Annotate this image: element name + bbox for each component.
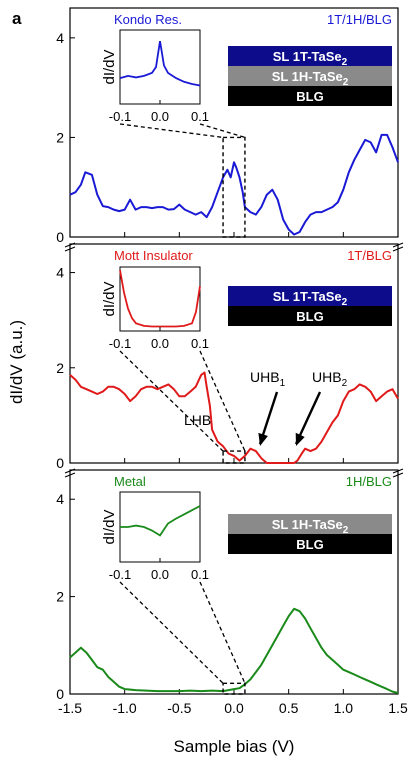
x-tick-label: 1.5: [388, 700, 408, 716]
y-tick-label: 2: [56, 129, 64, 145]
connector-line: [199, 123, 246, 139]
connector-line: [199, 350, 246, 452]
y-tick-label: 0: [56, 455, 64, 471]
data-line-top: [69, 133, 399, 236]
x-tick-label: -1.0: [113, 700, 137, 716]
axis-break: [392, 246, 404, 252]
panel-title: Kondo Res.: [114, 12, 182, 27]
annotation-label: LHB: [184, 412, 211, 428]
inset-x-tick-label: 0.1: [191, 336, 209, 351]
inset-y-label: dI/dV: [101, 509, 118, 544]
layer-block: [228, 306, 392, 326]
x-tick-label: -0.5: [167, 700, 191, 716]
layer-label: SL 1H-TaSe2: [272, 517, 349, 536]
layer-block: [228, 514, 392, 534]
panel-title: Mott Insulator: [114, 248, 193, 263]
connector-line: [119, 123, 224, 139]
inset-top: -0.1 0.0 0.1 dI/dV: [101, 29, 246, 139]
connector-line: [199, 581, 246, 684]
zoom-box: [222, 450, 246, 464]
x-tick-label: 0.0: [224, 700, 244, 716]
inset-y-label: dI/dV: [101, 49, 118, 84]
x-tick-label: 0.5: [279, 700, 299, 716]
axis-break: [392, 472, 404, 478]
axis-break: [64, 246, 76, 252]
arrow-head: [295, 432, 305, 446]
layer-label: SL 1T-TaSe2: [273, 49, 348, 68]
panel-right-label: 1H/BLG: [346, 474, 392, 489]
plot-frame: [69, 469, 399, 695]
y-tick-label: 4: [56, 491, 64, 507]
axis-break: [64, 242, 76, 248]
y-tick-label: 0: [56, 229, 64, 245]
layer-block: [228, 66, 392, 86]
layer-label: BLG: [296, 89, 323, 104]
y-tick-label: 0: [56, 686, 64, 702]
layer-label: SL 1T-TaSe2: [273, 289, 348, 308]
connector-line: [119, 350, 224, 452]
inset-x-tick-label: 0.1: [191, 567, 209, 582]
layer-label: BLG: [296, 309, 323, 324]
panel-middle: 0 2 4 Mott Insulator 1T/BLG -0.1 0.0 0.1 dI/dV SL…: [56, 242, 404, 471]
y-tick-label: 4: [56, 30, 64, 46]
y-tick-label: 2: [56, 360, 64, 376]
arrow-head: [258, 432, 268, 446]
inset-x-tick-label: 0.0: [151, 336, 169, 351]
panel-label: a: [12, 9, 22, 28]
axis-break: [64, 468, 76, 474]
inset-x-tick-label: 0.1: [191, 109, 209, 124]
data-line-bottom: [69, 607, 399, 694]
axis-break: [392, 468, 404, 474]
inset-x-tick-label: 0.0: [151, 567, 169, 582]
panel-title: Metal: [114, 474, 146, 489]
layer-block: [228, 46, 392, 66]
inset-line: [119, 270, 201, 328]
zoom-box: [222, 682, 246, 695]
inset-x-tick-label: -0.1: [109, 109, 131, 124]
x-tick-label: 1.0: [334, 700, 354, 716]
layer-label: BLG: [296, 537, 323, 552]
layer-block: [228, 86, 392, 106]
plot-frame: [69, 243, 399, 464]
x-axis-label: Sample bias (V): [174, 737, 295, 756]
layer-label: SL 1H-TaSe2: [272, 69, 349, 88]
data-line-middle: [69, 371, 399, 464]
inset-bottom: -0.1 0.0 0.1 dI/dV: [101, 491, 246, 684]
axis-break: [392, 242, 404, 248]
inset-x-tick-label: -0.1: [109, 336, 131, 351]
annotation-label: UHB2: [312, 369, 348, 389]
annotation-label: UHB1: [250, 369, 286, 389]
layer-block: [228, 286, 392, 306]
connector-line: [119, 581, 224, 684]
inset-line: [119, 40, 201, 87]
y-tick-label: 2: [56, 589, 64, 605]
inset-frame: [119, 491, 201, 563]
panel-right-label: 1T/1H/BLG: [327, 12, 392, 27]
inset-frame: [119, 266, 201, 332]
panel-top: 0 2 4 Kondo Res. 1T/1H/BLG -0.1 0.0 0.1 dI/dV SL …: [56, 7, 399, 245]
axis-break: [64, 472, 76, 478]
y-tick-label: 4: [56, 265, 64, 281]
inset-line: [120, 505, 201, 537]
inset-y-label: dI/dV: [101, 281, 118, 316]
panel-bottom: 0 2 4 Metal 1H/BLG -0.1 0.0 0.1 dI/dV SL 1H-TaSe2…: [56, 468, 404, 702]
y-axis-label: dI/dV (a.u.): [7, 320, 26, 404]
x-tick-label: -1.5: [58, 700, 82, 716]
inset-middle: -0.1 0.0 0.1 dI/dV: [101, 266, 246, 452]
panel-right-label: 1T/BLG: [347, 248, 392, 263]
inset-x-tick-label: -0.1: [109, 567, 131, 582]
zoom-box: [222, 136, 246, 238]
layer-block: [228, 534, 392, 554]
inset-x-tick-label: 0.0: [151, 109, 169, 124]
